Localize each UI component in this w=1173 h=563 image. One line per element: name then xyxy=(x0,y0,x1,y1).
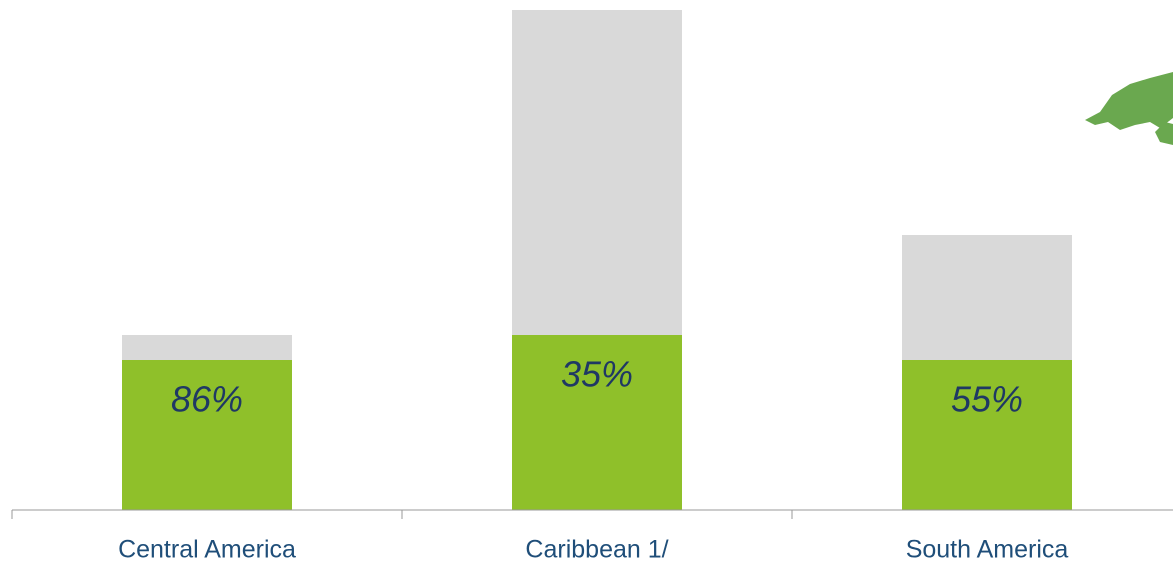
data-label: 86% xyxy=(171,379,243,420)
data-label: 35% xyxy=(561,354,633,395)
bar-segment xyxy=(902,235,1072,360)
data-label: 55% xyxy=(951,379,1023,420)
bar-segment xyxy=(512,10,682,335)
bar-segment xyxy=(122,360,292,510)
bar-segment xyxy=(122,335,292,360)
bar-segment xyxy=(512,335,682,510)
x-tick-label: Caribbean 1/ xyxy=(525,536,668,563)
x-tick-label: Central America xyxy=(118,536,296,563)
x-tick-label: South America xyxy=(906,536,1069,563)
map-decoration xyxy=(1085,72,1173,145)
bar-segment xyxy=(902,360,1072,510)
